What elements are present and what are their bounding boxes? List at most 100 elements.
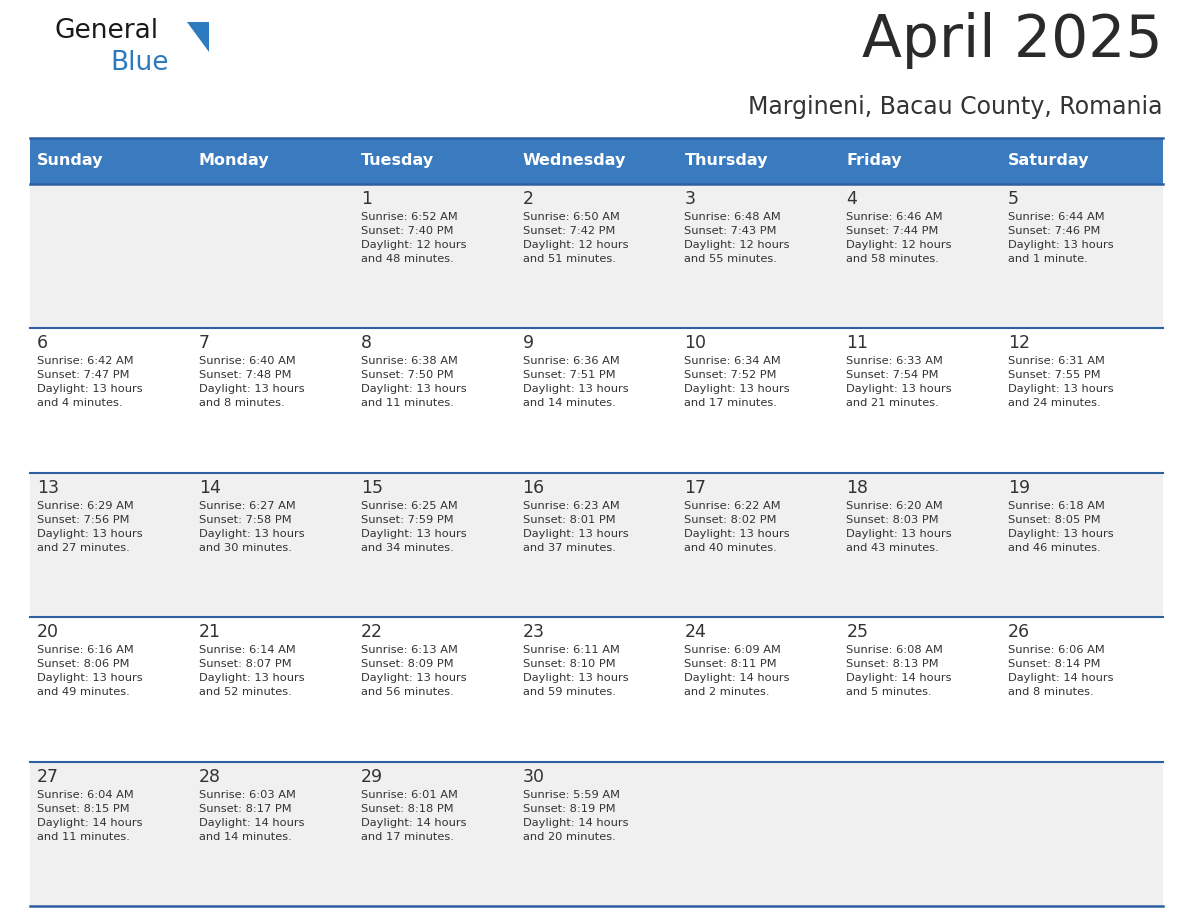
Text: 16: 16 [523, 479, 544, 497]
Bar [516, 617, 677, 762]
Bar [839, 184, 1001, 329]
Bar [354, 329, 516, 473]
Text: Sunday: Sunday [37, 153, 103, 169]
Bar [839, 329, 1001, 473]
Bar [677, 138, 839, 184]
Text: 17: 17 [684, 479, 707, 497]
Text: 30: 30 [523, 767, 544, 786]
Text: Sunrise: 6:31 AM
Sunset: 7:55 PM
Daylight: 13 hours
and 24 minutes.: Sunrise: 6:31 AM Sunset: 7:55 PM Dayligh… [1009, 356, 1114, 409]
Text: Sunrise: 6:22 AM
Sunset: 8:02 PM
Daylight: 13 hours
and 40 minutes.: Sunrise: 6:22 AM Sunset: 8:02 PM Dayligh… [684, 501, 790, 553]
Bar [30, 617, 191, 762]
Text: 23: 23 [523, 623, 544, 641]
Text: 14: 14 [198, 479, 221, 497]
Bar [677, 762, 839, 906]
Text: Sunrise: 6:36 AM
Sunset: 7:51 PM
Daylight: 13 hours
and 14 minutes.: Sunrise: 6:36 AM Sunset: 7:51 PM Dayligh… [523, 356, 628, 409]
Bar [839, 617, 1001, 762]
Text: 22: 22 [361, 623, 383, 641]
Text: 25: 25 [846, 623, 868, 641]
Text: 26: 26 [1009, 623, 1030, 641]
Text: 8: 8 [361, 334, 372, 353]
Bar [191, 473, 354, 617]
Text: Sunrise: 6:40 AM
Sunset: 7:48 PM
Daylight: 13 hours
and 8 minutes.: Sunrise: 6:40 AM Sunset: 7:48 PM Dayligh… [198, 356, 304, 409]
Text: Sunrise: 6:46 AM
Sunset: 7:44 PM
Daylight: 12 hours
and 58 minutes.: Sunrise: 6:46 AM Sunset: 7:44 PM Dayligh… [846, 212, 952, 264]
Text: Sunrise: 6:01 AM
Sunset: 8:18 PM
Daylight: 14 hours
and 17 minutes.: Sunrise: 6:01 AM Sunset: 8:18 PM Dayligh… [361, 789, 466, 842]
Bar [839, 762, 1001, 906]
Text: 6: 6 [37, 334, 49, 353]
Bar [354, 617, 516, 762]
Text: 2: 2 [523, 190, 533, 208]
Bar [677, 617, 839, 762]
Bar [30, 138, 191, 184]
Text: Saturday: Saturday [1009, 153, 1089, 169]
Bar [191, 329, 354, 473]
Text: Sunrise: 6:50 AM
Sunset: 7:42 PM
Daylight: 12 hours
and 51 minutes.: Sunrise: 6:50 AM Sunset: 7:42 PM Dayligh… [523, 212, 628, 264]
Bar [1001, 762, 1163, 906]
Bar [30, 762, 191, 906]
Text: Sunrise: 6:29 AM
Sunset: 7:56 PM
Daylight: 13 hours
and 27 minutes.: Sunrise: 6:29 AM Sunset: 7:56 PM Dayligh… [37, 501, 143, 553]
Text: April 2025: April 2025 [862, 12, 1163, 69]
Text: Blue: Blue [110, 50, 169, 76]
Text: Sunrise: 6:25 AM
Sunset: 7:59 PM
Daylight: 13 hours
and 34 minutes.: Sunrise: 6:25 AM Sunset: 7:59 PM Dayligh… [361, 501, 467, 553]
Bar [839, 138, 1001, 184]
Bar [677, 473, 839, 617]
Bar [191, 617, 354, 762]
Text: Wednesday: Wednesday [523, 153, 626, 169]
Text: Sunrise: 6:06 AM
Sunset: 8:14 PM
Daylight: 14 hours
and 8 minutes.: Sunrise: 6:06 AM Sunset: 8:14 PM Dayligh… [1009, 645, 1113, 697]
Text: 10: 10 [684, 334, 707, 353]
Text: 18: 18 [846, 479, 868, 497]
Text: Sunrise: 6:03 AM
Sunset: 8:17 PM
Daylight: 14 hours
and 14 minutes.: Sunrise: 6:03 AM Sunset: 8:17 PM Dayligh… [198, 789, 304, 842]
Text: 12: 12 [1009, 334, 1030, 353]
Text: Sunrise: 6:08 AM
Sunset: 8:13 PM
Daylight: 14 hours
and 5 minutes.: Sunrise: 6:08 AM Sunset: 8:13 PM Dayligh… [846, 645, 952, 697]
Bar [516, 184, 677, 329]
Text: 19: 19 [1009, 479, 1030, 497]
Bar [677, 184, 839, 329]
Bar [30, 329, 191, 473]
Text: 13: 13 [37, 479, 59, 497]
Bar [191, 138, 354, 184]
Text: 21: 21 [198, 623, 221, 641]
Text: 29: 29 [361, 767, 383, 786]
Text: Sunrise: 6:11 AM
Sunset: 8:10 PM
Daylight: 13 hours
and 59 minutes.: Sunrise: 6:11 AM Sunset: 8:10 PM Dayligh… [523, 645, 628, 697]
Text: Sunrise: 6:44 AM
Sunset: 7:46 PM
Daylight: 13 hours
and 1 minute.: Sunrise: 6:44 AM Sunset: 7:46 PM Dayligh… [1009, 212, 1114, 264]
Text: Sunrise: 6:33 AM
Sunset: 7:54 PM
Daylight: 13 hours
and 21 minutes.: Sunrise: 6:33 AM Sunset: 7:54 PM Dayligh… [846, 356, 952, 409]
Text: Thursday: Thursday [684, 153, 767, 169]
Text: Sunrise: 6:23 AM
Sunset: 8:01 PM
Daylight: 13 hours
and 37 minutes.: Sunrise: 6:23 AM Sunset: 8:01 PM Dayligh… [523, 501, 628, 553]
Text: 7: 7 [198, 334, 210, 353]
Text: Friday: Friday [846, 153, 902, 169]
Text: Sunrise: 6:38 AM
Sunset: 7:50 PM
Daylight: 13 hours
and 11 minutes.: Sunrise: 6:38 AM Sunset: 7:50 PM Dayligh… [361, 356, 467, 409]
Text: Sunrise: 5:59 AM
Sunset: 8:19 PM
Daylight: 14 hours
and 20 minutes.: Sunrise: 5:59 AM Sunset: 8:19 PM Dayligh… [523, 789, 628, 842]
Text: Sunrise: 6:20 AM
Sunset: 8:03 PM
Daylight: 13 hours
and 43 minutes.: Sunrise: 6:20 AM Sunset: 8:03 PM Dayligh… [846, 501, 952, 553]
Text: Sunrise: 6:14 AM
Sunset: 8:07 PM
Daylight: 13 hours
and 52 minutes.: Sunrise: 6:14 AM Sunset: 8:07 PM Dayligh… [198, 645, 304, 697]
Text: 4: 4 [846, 190, 858, 208]
Text: Sunrise: 6:04 AM
Sunset: 8:15 PM
Daylight: 14 hours
and 11 minutes.: Sunrise: 6:04 AM Sunset: 8:15 PM Dayligh… [37, 789, 143, 842]
Text: 9: 9 [523, 334, 533, 353]
Bar [516, 329, 677, 473]
Bar [1001, 138, 1163, 184]
Bar [30, 184, 191, 329]
Bar [354, 184, 516, 329]
Text: 28: 28 [198, 767, 221, 786]
Bar [1001, 329, 1163, 473]
Bar [30, 473, 191, 617]
Text: 11: 11 [846, 334, 868, 353]
Bar [677, 329, 839, 473]
Text: Sunrise: 6:09 AM
Sunset: 8:11 PM
Daylight: 14 hours
and 2 minutes.: Sunrise: 6:09 AM Sunset: 8:11 PM Dayligh… [684, 645, 790, 697]
Text: 27: 27 [37, 767, 59, 786]
Bar [516, 138, 677, 184]
Text: Margineni, Bacau County, Romania: Margineni, Bacau County, Romania [748, 95, 1163, 119]
Bar [516, 473, 677, 617]
Bar [1001, 473, 1163, 617]
Bar [191, 762, 354, 906]
Text: Sunrise: 6:16 AM
Sunset: 8:06 PM
Daylight: 13 hours
and 49 minutes.: Sunrise: 6:16 AM Sunset: 8:06 PM Dayligh… [37, 645, 143, 697]
Text: Sunrise: 6:18 AM
Sunset: 8:05 PM
Daylight: 13 hours
and 46 minutes.: Sunrise: 6:18 AM Sunset: 8:05 PM Dayligh… [1009, 501, 1114, 553]
Bar [1001, 617, 1163, 762]
Text: 1: 1 [361, 190, 372, 208]
Bar [516, 762, 677, 906]
Text: 24: 24 [684, 623, 707, 641]
Text: 5: 5 [1009, 190, 1019, 208]
Bar [1001, 184, 1163, 329]
Bar [354, 762, 516, 906]
Text: General: General [55, 18, 159, 44]
Text: Sunrise: 6:42 AM
Sunset: 7:47 PM
Daylight: 13 hours
and 4 minutes.: Sunrise: 6:42 AM Sunset: 7:47 PM Dayligh… [37, 356, 143, 409]
Text: 3: 3 [684, 190, 695, 208]
